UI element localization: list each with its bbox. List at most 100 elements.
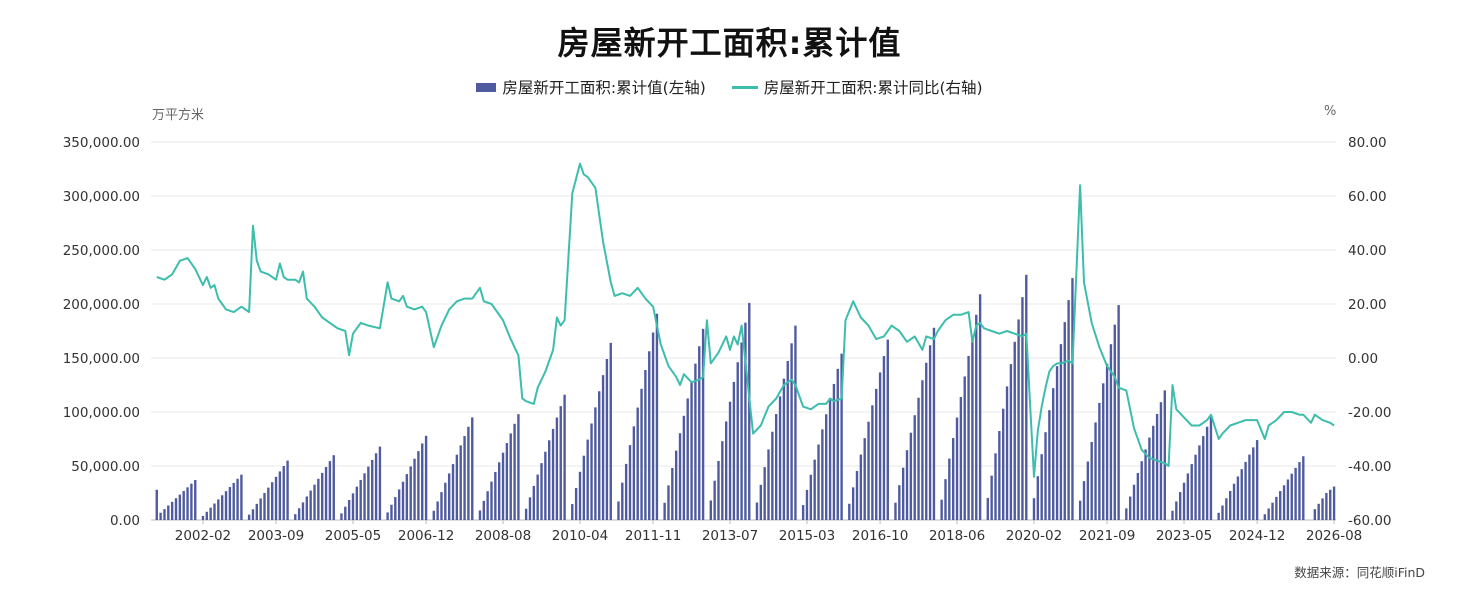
left-axis-tick-label: 350,000.00: [63, 135, 140, 151]
bar: [732, 381, 736, 520]
bar: [728, 401, 732, 520]
bar: [698, 346, 701, 520]
bar: [367, 466, 370, 520]
bar: [1282, 485, 1286, 520]
bar: [740, 342, 743, 520]
bar: [455, 454, 459, 520]
bar: [194, 480, 197, 520]
bar: [805, 489, 809, 520]
bar: [1025, 274, 1028, 520]
x-axis-tick-label: 2020-02: [1006, 528, 1062, 544]
left-axis-tick-label: 300,000.00: [63, 189, 140, 205]
bar: [563, 394, 566, 520]
bar: [1071, 278, 1074, 520]
bar: [686, 398, 689, 520]
bar: [251, 509, 255, 520]
bar: [255, 503, 258, 520]
bar: [1290, 473, 1293, 520]
bar: [1136, 472, 1140, 520]
bar: [313, 484, 316, 520]
bar: [998, 431, 1001, 520]
legend-line-swatch: [731, 85, 758, 89]
bar: [1013, 341, 1016, 520]
bar: [1298, 462, 1301, 520]
bar: [1040, 454, 1043, 520]
bar: [247, 514, 251, 520]
legend-item-bars[interactable]: 房屋新开工面积:累计值(左轴): [476, 76, 706, 98]
bar: [1240, 469, 1243, 520]
bar: [744, 322, 747, 520]
bar: [1244, 461, 1247, 520]
bar: [1152, 425, 1155, 520]
bar: [528, 497, 532, 520]
bar: [432, 510, 435, 520]
bar: [440, 492, 443, 520]
bar: [236, 478, 239, 520]
bar: [1002, 408, 1005, 520]
bar: [582, 455, 586, 520]
bar: [682, 415, 686, 520]
right-axis-tick-label: 60.00: [1348, 189, 1387, 205]
bar: [1163, 390, 1166, 520]
bar: [628, 445, 632, 520]
bar: [190, 483, 193, 520]
bar: [1248, 454, 1251, 520]
bar: [878, 372, 882, 520]
bar: [378, 446, 382, 520]
bar: [644, 370, 647, 520]
bar: [1032, 498, 1036, 520]
chart-title: 房屋新开工面积:累计值: [557, 24, 902, 62]
bar: [501, 452, 505, 520]
bar: [494, 471, 497, 520]
bar: [894, 502, 897, 520]
bar: [1021, 297, 1024, 520]
bar: [955, 417, 959, 520]
bar: [1090, 441, 1093, 520]
right-axis-tick-label: 20.00: [1348, 297, 1387, 313]
x-axis-tick-label: 2023-05: [1156, 528, 1212, 544]
bar: [167, 505, 170, 520]
bar: [840, 353, 843, 520]
bar: [855, 470, 859, 520]
bar: [201, 515, 205, 520]
bar: [1275, 496, 1278, 520]
bar: [867, 421, 870, 520]
right-axis-tick-label: 0.00: [1348, 351, 1378, 367]
bar: [909, 432, 913, 520]
right-axis-tick-label: -40.00: [1348, 459, 1392, 475]
bar: [828, 399, 832, 520]
bar: [509, 433, 512, 520]
bar: [347, 500, 351, 520]
x-axis-tick-label: 2005-05: [325, 528, 381, 544]
bar: [271, 482, 274, 520]
x-axis-tick-label: 2013-07: [702, 528, 758, 544]
bar: [463, 436, 466, 520]
bar: [778, 396, 782, 520]
bar: [1186, 473, 1190, 520]
legend-line-label: 房屋新开工面积:累计同比(右轴): [763, 79, 983, 97]
bar: [497, 462, 501, 520]
bar: [490, 481, 493, 520]
bar: [578, 471, 582, 520]
bar: [755, 502, 759, 520]
bar: [409, 466, 412, 520]
bar: [340, 513, 343, 520]
bar: [882, 356, 886, 520]
bar: [1140, 461, 1143, 520]
right-axis-unit: %: [1324, 104, 1337, 119]
bar: [609, 342, 612, 520]
bar: [478, 510, 482, 520]
bar: [713, 480, 716, 520]
legend-item-line[interactable]: 房屋新开工面积:累计同比(右轴): [731, 76, 983, 98]
bar: [863, 438, 866, 520]
bar: [1313, 509, 1317, 520]
right-axis-tick-label: 40.00: [1348, 243, 1387, 259]
bar: [1117, 305, 1120, 520]
bar: [821, 429, 824, 520]
bar: [1267, 508, 1270, 520]
x-axis-tick-label: 2003-09: [248, 528, 304, 544]
bar: [951, 438, 955, 520]
x-axis-tick-label: 2021-09: [1079, 528, 1135, 544]
bar: [574, 487, 578, 520]
